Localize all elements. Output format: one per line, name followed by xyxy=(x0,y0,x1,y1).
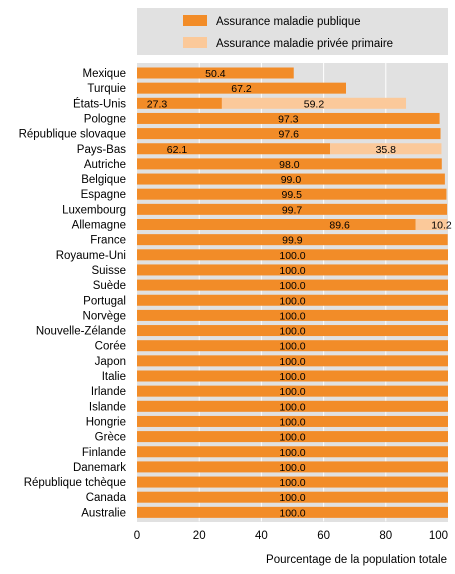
value-label-public: 100.0 xyxy=(279,356,305,368)
x-axis-ticks: 0 20 40 60 80 100 xyxy=(134,530,448,542)
category-label: Canada xyxy=(86,492,127,504)
value-label-public: 97.3 xyxy=(278,113,299,125)
bar-public xyxy=(137,219,416,230)
value-label-public: 100.0 xyxy=(279,280,305,292)
category-label: République slovaque xyxy=(19,129,126,141)
value-label-public: 100.0 xyxy=(279,265,305,277)
category-label: France xyxy=(90,235,126,247)
x-tick-label: 40 xyxy=(255,530,268,542)
category-label: Portugal xyxy=(83,295,126,307)
category-label: Nouvelle-Zélande xyxy=(36,326,126,338)
value-label-public: 62.1 xyxy=(167,144,188,156)
category-label: Mexique xyxy=(83,68,126,80)
category-label: Japon xyxy=(95,356,126,368)
value-label-public: 98.0 xyxy=(279,159,300,171)
value-label-public: 100.0 xyxy=(279,401,305,413)
category-label: Suède xyxy=(93,280,126,292)
value-label-public: 100.0 xyxy=(279,432,305,444)
category-label: Allemagne xyxy=(72,220,126,232)
category-label: Finlande xyxy=(82,447,126,459)
value-label-public: 97.6 xyxy=(279,129,300,141)
category-label: Belgique xyxy=(81,174,126,186)
value-label-public: 100.0 xyxy=(279,447,305,459)
legend: Assurance maladie publique Assurance mal… xyxy=(137,8,448,55)
category-label: Suisse xyxy=(91,265,126,277)
category-label: République tchèque xyxy=(24,477,126,489)
category-label: Pologne xyxy=(84,113,126,125)
value-label-public: 100.0 xyxy=(279,477,305,489)
x-tick-label: 100 xyxy=(429,530,448,542)
value-label-public: 99.0 xyxy=(281,174,302,186)
value-label-public: 99.5 xyxy=(282,189,303,201)
category-label: Luxembourg xyxy=(62,204,126,216)
category-label: Norvège xyxy=(83,310,126,322)
x-axis-title: Pourcentage de la population totale xyxy=(266,554,447,566)
category-label: Hongrie xyxy=(86,416,126,428)
category-label: États-Unis xyxy=(73,97,126,110)
value-label-public: 67.2 xyxy=(231,83,252,95)
value-label-private: 10.2 xyxy=(431,220,452,232)
value-label-private: 35.8 xyxy=(376,144,397,156)
category-label: Italie xyxy=(102,371,126,383)
x-tick-label: 20 xyxy=(193,530,206,542)
value-label-public: 100.0 xyxy=(279,326,305,338)
value-label-public: 100.0 xyxy=(279,507,305,519)
value-label-public: 100.0 xyxy=(279,250,305,262)
value-label-public: 100.0 xyxy=(279,492,305,504)
value-label-public: 99.7 xyxy=(282,204,303,216)
value-label-public: 100.0 xyxy=(279,371,305,383)
value-label-public: 100.0 xyxy=(279,341,305,353)
category-label: Australie xyxy=(81,507,126,519)
legend-swatch-public xyxy=(183,15,207,26)
category-label: Turquie xyxy=(87,83,126,95)
category-label: Danemark xyxy=(73,462,126,474)
category-label: Royaume-Uni xyxy=(56,250,126,262)
category-label: Grèce xyxy=(95,432,126,444)
category-label: Islande xyxy=(89,401,126,413)
category-label: Corée xyxy=(95,341,126,353)
value-label-private: 59.2 xyxy=(304,98,325,110)
legend-swatch-private xyxy=(183,37,207,48)
legend-label-public: Assurance maladie publique xyxy=(216,16,360,28)
value-label-public: 100.0 xyxy=(279,295,305,307)
legend-label-private: Assurance maladie privée primaire xyxy=(216,38,393,50)
category-label: Autriche xyxy=(84,159,126,171)
value-label-public: 100.0 xyxy=(279,310,305,322)
x-tick-label: 0 xyxy=(134,530,140,542)
category-label: Pays-Bas xyxy=(77,144,126,156)
value-label-public: 100.0 xyxy=(279,416,305,428)
x-tick-label: 80 xyxy=(379,530,392,542)
value-label-public: 89.6 xyxy=(329,220,350,232)
category-label: Espagne xyxy=(81,189,126,201)
value-label-public: 50.4 xyxy=(205,68,226,80)
value-label-public: 100.0 xyxy=(279,462,305,474)
value-label-public: 100.0 xyxy=(279,386,305,398)
value-label-public: 99.9 xyxy=(282,235,303,247)
category-label: Irlande xyxy=(91,386,126,398)
value-label-public: 27.3 xyxy=(147,98,168,110)
category-labels: Mexique Turquie États-Unis Pologne Républiqu… xyxy=(19,68,127,519)
x-tick-label: 60 xyxy=(317,530,330,542)
